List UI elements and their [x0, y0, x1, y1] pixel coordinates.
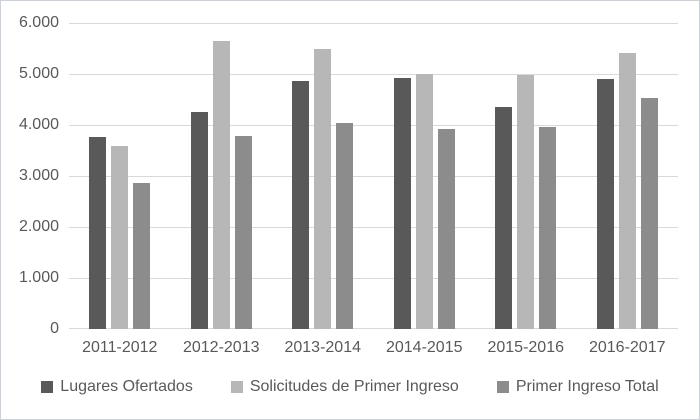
bar-group-2014-2015 — [374, 23, 476, 329]
bar — [640, 98, 658, 329]
bar — [212, 40, 230, 329]
bar-group-2012-2013 — [171, 23, 273, 329]
gridline — [69, 73, 678, 75]
legend-label: Lugares Ofertados — [60, 378, 193, 395]
bar — [190, 112, 208, 329]
bar-group-2011-2012 — [69, 23, 171, 329]
legend-item: Lugares Ofertados — [41, 378, 193, 396]
bar — [495, 106, 513, 329]
bar — [111, 146, 129, 329]
y-axis: 6.000 5.000 4.000 3.000 2.000 1.000 0 — [1, 14, 59, 337]
x-tick-label: 2014-2015 — [385, 339, 463, 356]
gridline — [69, 226, 678, 228]
bar — [539, 126, 557, 329]
y-tick-label: 3.000 — [18, 167, 59, 184]
y-tick-label: 0 — [50, 320, 59, 337]
plot-area — [69, 23, 678, 329]
bar — [336, 122, 354, 329]
bar — [596, 78, 614, 329]
gridline — [69, 23, 678, 24]
bar — [89, 137, 107, 329]
legend-item: Primer Ingreso Total — [496, 378, 659, 396]
x-tick-label: 2011-2012 — [82, 339, 158, 356]
bar — [618, 53, 636, 329]
legend-swatch-icon — [41, 381, 54, 393]
legend-swatch-icon — [230, 381, 243, 393]
bars-container — [69, 23, 678, 329]
x-tick-label: 2012-2013 — [182, 339, 260, 356]
bar — [292, 81, 310, 329]
gridline — [69, 124, 678, 126]
x-tick-label: 2016-2017 — [588, 339, 666, 356]
bar-group-2015-2016 — [475, 23, 577, 329]
bar — [437, 128, 455, 329]
bar — [234, 135, 252, 329]
legend-item: Solicitudes de Primer Ingreso — [230, 378, 459, 396]
gridline — [69, 328, 678, 329]
legend-swatch-icon — [496, 381, 509, 393]
bar-group-2016-2017 — [577, 23, 679, 329]
bar — [393, 78, 411, 329]
x-tick-label: 2013-2014 — [284, 339, 361, 356]
gridline — [69, 176, 678, 177]
bar-group-2013-2014 — [272, 23, 374, 329]
bar — [415, 73, 433, 329]
y-tick-label: 1.000 — [18, 269, 59, 286]
legend-label: Primer Ingreso Total — [515, 378, 659, 395]
legend: Lugares Ofertados Solicitudes de Primer I… — [1, 378, 699, 396]
y-tick-label: 6.000 — [18, 14, 59, 31]
bar — [133, 183, 151, 329]
legend-label: Solicitudes de Primer Ingreso — [249, 378, 459, 395]
y-tick-label: 2.000 — [18, 218, 59, 235]
x-axis: 2011-2012 2012-2013 2013-2014 2014-2015 2015… — [69, 339, 678, 357]
gridline — [69, 278, 678, 279]
bar — [314, 49, 332, 329]
y-tick-label: 4.000 — [18, 116, 59, 133]
bar — [517, 75, 535, 329]
y-tick-label: 5.000 — [18, 65, 59, 82]
x-tick-label: 2015-2016 — [487, 339, 564, 356]
